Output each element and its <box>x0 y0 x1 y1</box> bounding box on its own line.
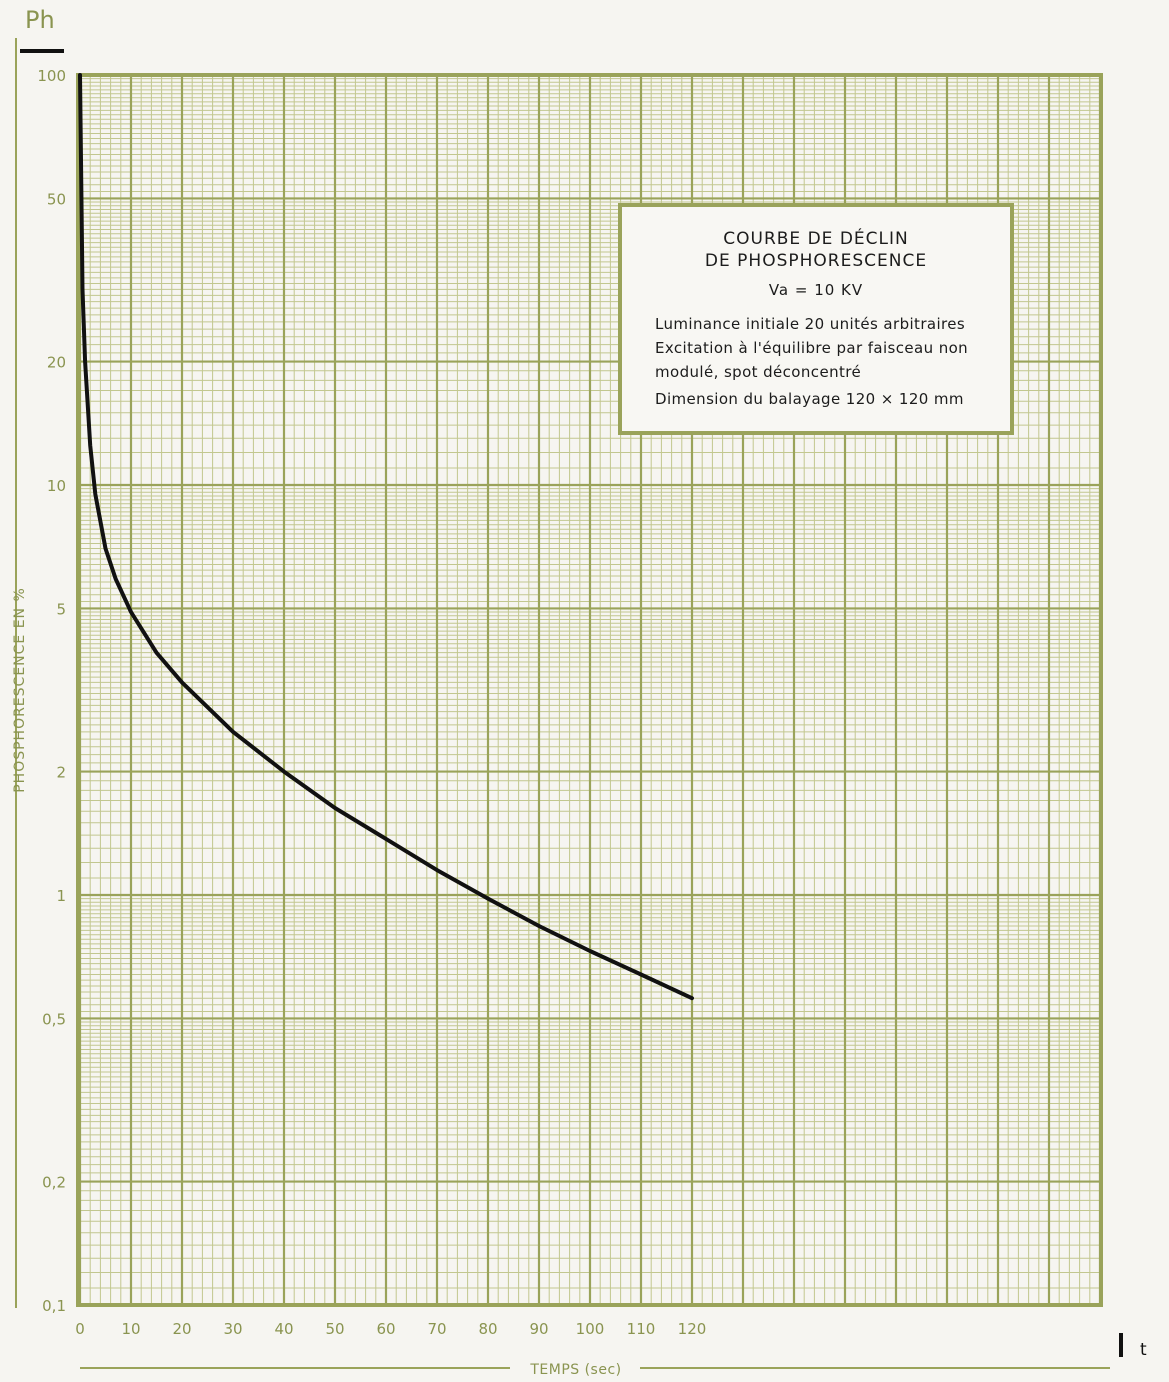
x-tick-label: 20 <box>172 1320 191 1338</box>
annotation-box: COURBE DE DÉCLIN DE PHOSPHORESCENCE Va =… <box>618 203 1014 435</box>
x-tick-label: 110 <box>627 1320 656 1338</box>
annotation-condition: Va = 10 KV <box>768 281 864 299</box>
y-tick-label: 0,5 <box>42 1010 66 1028</box>
annotation-title-line1: COURBE DE DÉCLIN <box>723 229 909 249</box>
x-tick-label: 120 <box>678 1320 707 1338</box>
x-axis-symbol-bar <box>1119 1333 1123 1357</box>
x-tick-label: 0 <box>75 1320 85 1338</box>
y-tick-label: 50 <box>47 190 66 208</box>
annotation-line3: modulé, spot déconcentré <box>655 363 862 381</box>
x-tick-labels: 0 10 20 30 40 50 60 70 80 90 100 110 120 <box>75 1320 706 1338</box>
decay-curve <box>78 73 694 1001</box>
x-tick-label: 60 <box>376 1320 395 1338</box>
y-tick-label: 20 <box>47 354 66 372</box>
y-tick-label: 5 <box>56 600 66 618</box>
annotation-line1: Luminance initiale 20 unités arbitraires <box>655 315 966 333</box>
y-tick-labels: 100 50 20 10 5 2 1 0,5 0,2 0,1 <box>37 67 66 1315</box>
y-tick-label: 2 <box>56 764 66 782</box>
x-tick-label: 50 <box>325 1320 344 1338</box>
annotation-line4: Dimension du balayage 120 × 120 mm <box>655 390 964 408</box>
annotation-title-line2: DE PHOSPHORESCENCE <box>704 251 928 271</box>
y-tick-label: 10 <box>47 477 66 495</box>
y-tick-label: 100 <box>37 67 66 85</box>
x-tick-label: 40 <box>274 1320 293 1338</box>
x-tick-label: 80 <box>478 1320 497 1338</box>
annotation-line2: Excitation à l'équilibre par faisceau no… <box>655 339 969 357</box>
y-axis-symbol: Ph <box>25 6 55 34</box>
x-axis-label: TEMPS (sec) <box>529 1362 621 1378</box>
x-tick-label: 100 <box>576 1320 605 1338</box>
y-axis-label: PHOSPHORESCENCE EN % <box>12 587 28 793</box>
x-tick-label: 10 <box>121 1320 140 1338</box>
x-tick-label: 70 <box>427 1320 446 1338</box>
y-tick-label: 0,2 <box>42 1174 66 1192</box>
x-tick-label: 90 <box>529 1320 548 1338</box>
x-axis-symbol: t <box>1140 1340 1147 1360</box>
y-tick-label: 0,1 <box>42 1297 66 1315</box>
curve-layer <box>78 73 694 1001</box>
y-tick-label: 1 <box>56 887 66 905</box>
plot-frame <box>76 73 1103 1307</box>
x-tick-label: 30 <box>223 1320 242 1338</box>
